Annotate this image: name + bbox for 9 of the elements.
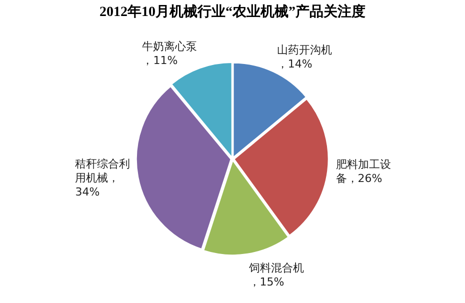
data-label: ，14% — [276, 58, 312, 71]
slice-label: 肥料加工设备，26% — [336, 158, 391, 185]
slice-label: 山药开沟机 — [276, 44, 332, 57]
slice-label: 饲料混合机 — [248, 262, 304, 275]
slice-label: 牛奶离心泵 — [142, 40, 198, 53]
data-label: ，11% — [142, 54, 178, 67]
slice-label: 秸秆综合利用机械，34% — [75, 157, 130, 198]
data-label: ，15% — [248, 276, 284, 289]
chart-title: 2012年10月机械行业“农业机械”产品关注度 — [100, 3, 366, 20]
